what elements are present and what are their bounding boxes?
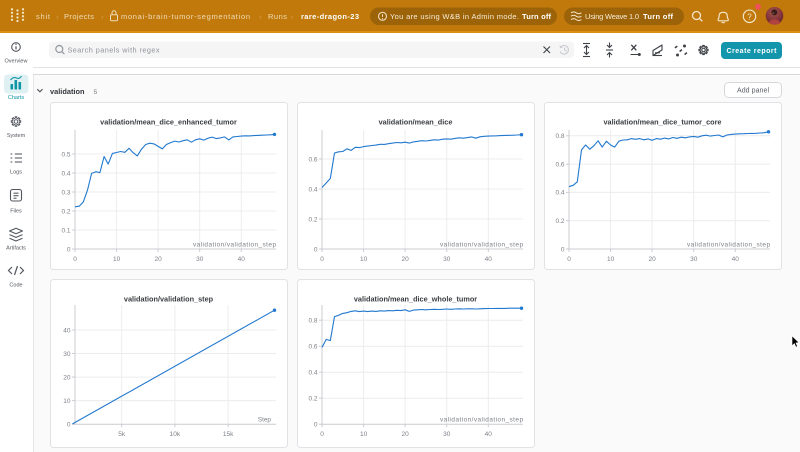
svg-text:validation/validation_step: validation/validation_step xyxy=(193,242,276,249)
svg-text:20: 20 xyxy=(63,374,71,381)
svg-text:0.1: 0.1 xyxy=(61,227,70,234)
svg-text:Add panel: Add panel xyxy=(737,88,769,95)
svg-text:Charts: Charts xyxy=(8,95,24,101)
svg-text:0: 0 xyxy=(567,256,571,263)
svg-text:10: 10 xyxy=(360,431,368,438)
svg-text:validation/validation_step: validation/validation_step xyxy=(440,242,523,249)
svg-text:validation/mean_dice: validation/mean_dice xyxy=(379,118,453,127)
svg-text:30: 30 xyxy=(443,256,451,263)
svg-text:5k: 5k xyxy=(118,431,126,438)
svg-text:shit: shit xyxy=(36,12,51,21)
svg-text:Projects: Projects xyxy=(64,12,94,21)
svg-text:0: 0 xyxy=(314,246,318,253)
svg-text:0.4: 0.4 xyxy=(61,170,70,177)
svg-text:Runs: Runs xyxy=(268,12,287,21)
svg-text:0: 0 xyxy=(67,246,71,253)
svg-text:0: 0 xyxy=(73,256,77,263)
svg-text:System: System xyxy=(7,133,26,139)
svg-text:0: 0 xyxy=(561,246,565,253)
svg-text:0.2: 0.2 xyxy=(555,218,564,225)
svg-text:0.4: 0.4 xyxy=(555,190,564,197)
svg-text:40: 40 xyxy=(63,327,71,334)
svg-text:0.8: 0.8 xyxy=(555,133,564,140)
svg-text:›: › xyxy=(101,12,104,21)
svg-text:0.2: 0.2 xyxy=(308,216,317,223)
svg-text:validation/mean_dice_whole_tum: validation/mean_dice_whole_tumor xyxy=(354,295,477,304)
svg-text:0.3: 0.3 xyxy=(61,189,70,196)
svg-text:›: › xyxy=(291,12,294,21)
svg-text:10k: 10k xyxy=(170,431,181,438)
svg-text:Code: Code xyxy=(9,283,22,289)
svg-text:Turn off: Turn off xyxy=(643,12,674,21)
svg-text:0: 0 xyxy=(67,422,71,429)
svg-text:30: 30 xyxy=(443,431,451,438)
svg-text:Create report: Create report xyxy=(727,48,778,55)
svg-text:rare-dragon-23: rare-dragon-23 xyxy=(301,12,359,21)
svg-text:40: 40 xyxy=(732,256,740,263)
svg-text:30: 30 xyxy=(63,351,71,358)
svg-text:5: 5 xyxy=(94,89,98,96)
svg-text:Using Weave 1.0: Using Weave 1.0 xyxy=(585,12,639,21)
svg-text:0.8: 0.8 xyxy=(308,318,317,325)
svg-text:Overview: Overview xyxy=(5,58,28,64)
svg-text:20: 20 xyxy=(401,256,409,263)
svg-text:validation/validation_step: validation/validation_step xyxy=(687,242,770,249)
svg-text:0.5: 0.5 xyxy=(61,151,70,158)
svg-text:0: 0 xyxy=(314,422,318,429)
svg-text:Logs: Logs xyxy=(10,170,22,176)
svg-text:Files: Files xyxy=(10,209,22,215)
svg-text:›: › xyxy=(56,12,59,21)
svg-text:0.6: 0.6 xyxy=(555,161,564,168)
svg-text:›: › xyxy=(259,12,262,21)
svg-text:40: 40 xyxy=(238,256,246,263)
svg-text:validation/mean_dice_tumor_cor: validation/mean_dice_tumor_core xyxy=(603,118,721,127)
svg-text:monai-brain-tumor-segmentation: monai-brain-tumor-segmentation xyxy=(121,12,250,21)
svg-text:30: 30 xyxy=(196,256,204,263)
svg-text:0: 0 xyxy=(320,431,324,438)
svg-text:Turn off: Turn off xyxy=(522,12,552,21)
svg-text:?: ? xyxy=(747,12,752,21)
svg-text:0: 0 xyxy=(320,256,324,263)
svg-text:0.4: 0.4 xyxy=(308,370,317,377)
svg-text:validation/validation_step: validation/validation_step xyxy=(440,417,523,424)
svg-text:Step: Step xyxy=(258,417,272,424)
svg-text:20: 20 xyxy=(401,431,409,438)
svg-text:validation/mean_dice_enhanced_: validation/mean_dice_enhanced_tumor xyxy=(100,118,237,127)
svg-text:0.6: 0.6 xyxy=(308,344,317,351)
svg-text:validation/validation_step: validation/validation_step xyxy=(124,295,214,304)
svg-text:40: 40 xyxy=(485,431,493,438)
svg-text:20: 20 xyxy=(648,256,656,263)
svg-text:Search panels with regex: Search panels with regex xyxy=(68,46,160,55)
svg-text:10: 10 xyxy=(63,398,71,405)
svg-text:10: 10 xyxy=(113,256,121,263)
svg-text:You are using W&B in Admin mod: You are using W&B in Admin mode. xyxy=(390,12,519,21)
svg-text:10: 10 xyxy=(607,256,615,263)
svg-text:validation: validation xyxy=(50,87,85,96)
svg-text:30: 30 xyxy=(690,256,698,263)
svg-text:40: 40 xyxy=(485,256,493,263)
svg-text:Artifacts: Artifacts xyxy=(6,245,26,251)
svg-text:15k: 15k xyxy=(223,431,234,438)
svg-text:0.2: 0.2 xyxy=(308,396,317,403)
svg-text:20: 20 xyxy=(154,256,162,263)
svg-text:0.4: 0.4 xyxy=(308,186,317,193)
svg-text:0.6: 0.6 xyxy=(308,156,317,163)
svg-text:10: 10 xyxy=(360,256,368,263)
svg-text:0.2: 0.2 xyxy=(61,208,70,215)
